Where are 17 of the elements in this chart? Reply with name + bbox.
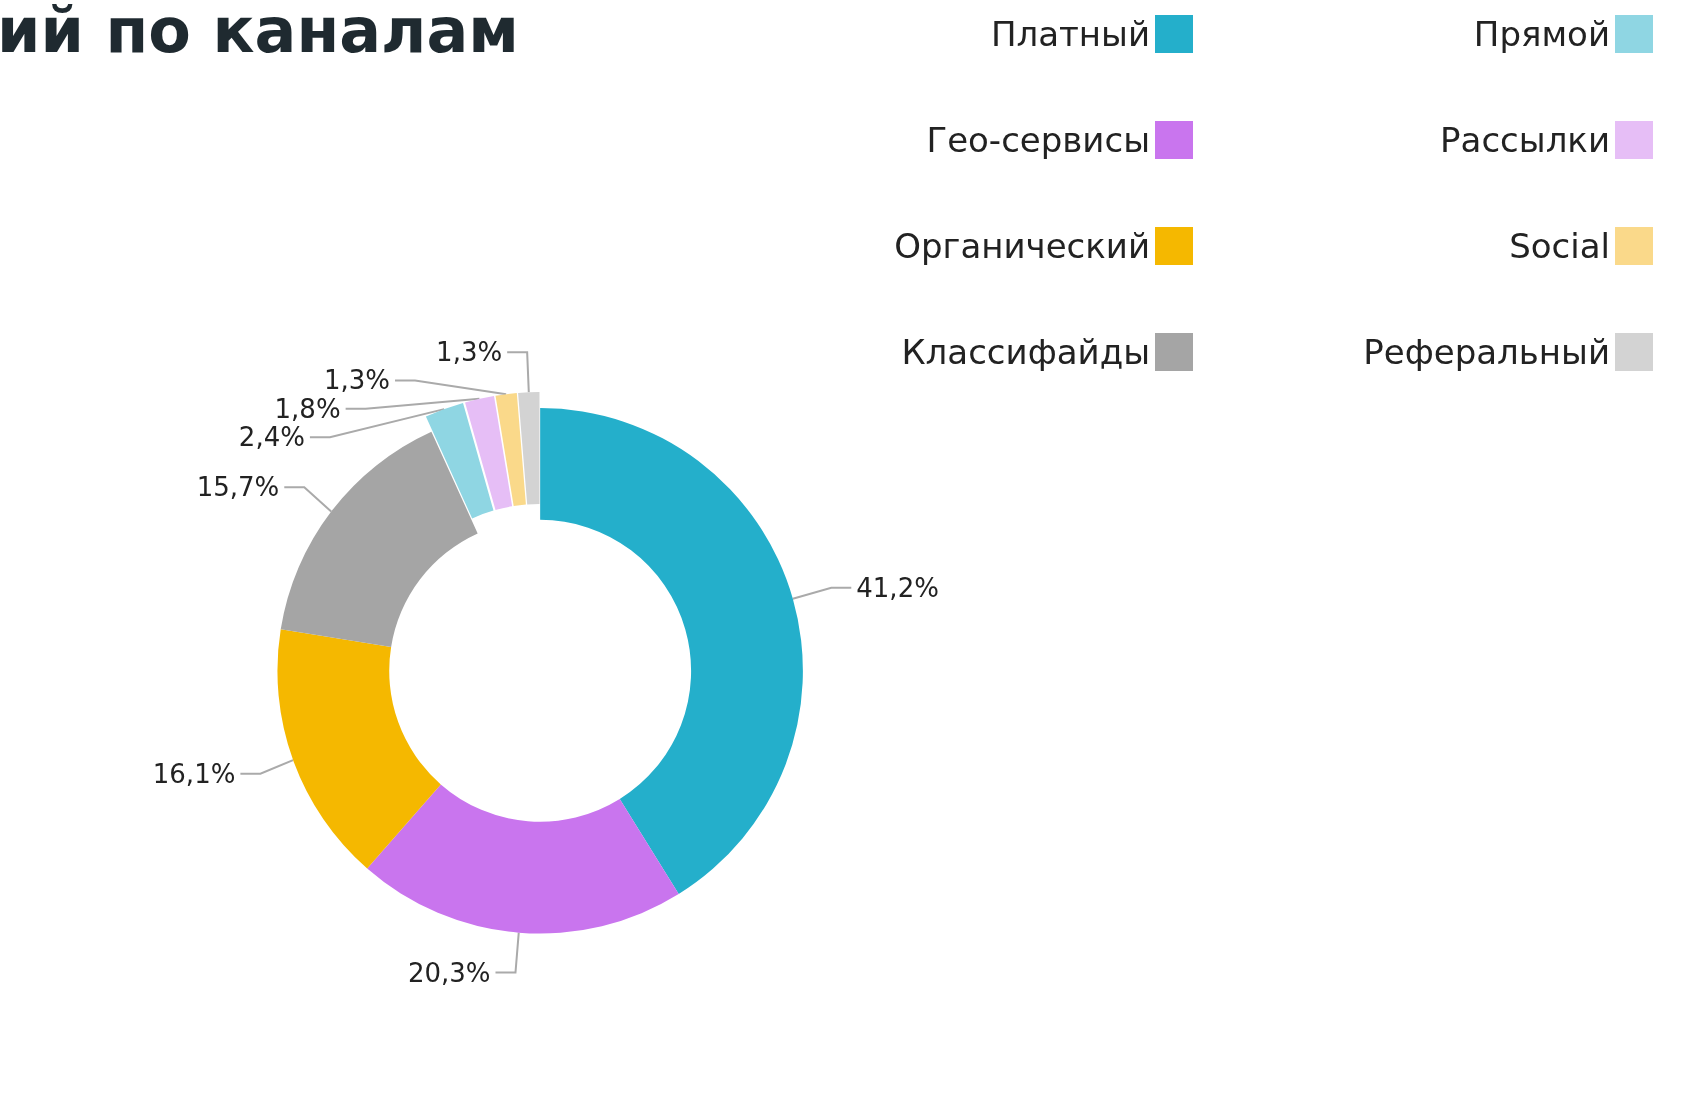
data-label: 2,4% [238, 422, 305, 453]
legend-label: Social [1509, 226, 1610, 266]
data-label: 15,7% [196, 472, 280, 503]
legend-label: Реферальный [1363, 332, 1610, 372]
legend-label: Рассылки [1440, 120, 1610, 160]
legend-label: Органический [894, 226, 1150, 266]
legend-label: Прямой [1473, 14, 1610, 54]
legend-label: Гео-сервисы [926, 120, 1150, 160]
legend-label: Классифайды [901, 332, 1150, 372]
data-label: 16,1% [152, 758, 236, 789]
data-label: 20,3% [407, 957, 491, 988]
data-label: 1,8% [274, 393, 341, 424]
data-label: 1,3% [323, 365, 391, 396]
legend-label: Платный [990, 14, 1150, 54]
chart-title: ий по каналам [0, 0, 520, 67]
data-label: 1,3% [436, 337, 503, 368]
data-label: 41,2% [856, 572, 939, 603]
